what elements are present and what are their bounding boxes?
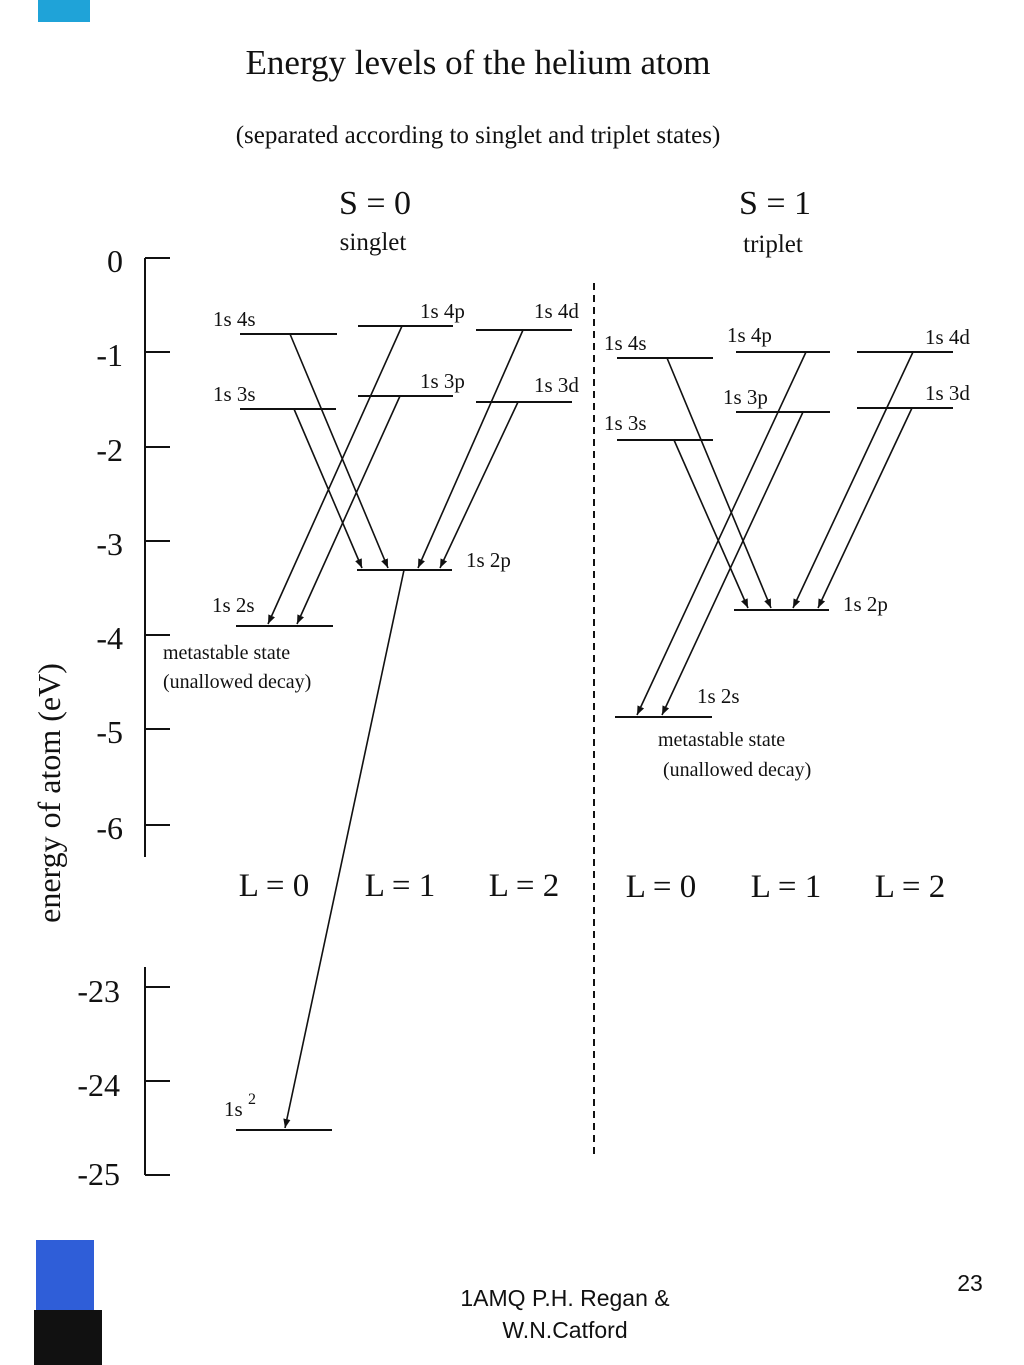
singlet-unallowed-note: (unallowed decay) (163, 671, 311, 693)
level-label: 1s 2p (466, 548, 511, 572)
diagram-title: Energy levels of the helium atom (246, 43, 711, 82)
level-label: 1s 4s (213, 307, 256, 331)
triplet-l1-label: L = 1 (751, 869, 822, 905)
triplet-spin-label: S = 1 (739, 185, 811, 222)
footer-credit-line1: 1AMQ P.H. Regan & (460, 1285, 670, 1311)
level-label: 1s 4p (420, 299, 465, 323)
triplet-levels (615, 351, 953, 718)
transition-arrow (289, 333, 389, 569)
y-tick-label: -6 (96, 810, 123, 846)
transition-arrow (636, 351, 807, 716)
triplet-transitions (636, 351, 914, 716)
transition-arrow (673, 439, 749, 609)
level-label: 1s 3s (604, 411, 647, 435)
level-label: 1s 3p (420, 369, 465, 393)
diagram-subtitle: (separated according to singlet and trip… (236, 122, 721, 149)
level-label: 1s 3s (213, 382, 256, 406)
y-tick-label: -5 (96, 714, 123, 750)
triplet-unallowed-note: (unallowed decay) (663, 759, 811, 781)
footer-credit: 1AMQ P.H. Regan & W.N.Catford (400, 1282, 730, 1346)
singlet-transitions (267, 325, 524, 1129)
triplet-l2-label: L = 2 (875, 869, 946, 905)
triplet-metastable-note: metastable state (658, 729, 785, 751)
transition-arrow (296, 395, 401, 625)
y-axis-label: energy of atom (eV) (31, 663, 67, 923)
y-tick-label: -4 (96, 620, 123, 656)
page-number: 23 (957, 1270, 983, 1296)
level-label: 1s 2p (843, 592, 888, 616)
y-tick-label: -2 (96, 432, 123, 468)
transition-arrow (283, 569, 405, 1129)
level-label: 1s 2s (212, 593, 255, 617)
transition-arrow (439, 401, 519, 569)
y-tick-label: -3 (96, 526, 123, 562)
y-tick-label: -24 (77, 1067, 120, 1103)
singlet-l2-label: L = 2 (489, 868, 560, 904)
slide-ribbon-bottom-blue (36, 1240, 94, 1310)
y-axis-tick-labels: 0 -1 -2 -3 -4 -5 -6 -23 -24 -25 (77, 243, 123, 1192)
slide-ribbon-bottom-black (34, 1310, 102, 1365)
singlet-metastable-note: metastable state (163, 642, 290, 664)
singlet-spin-label: S = 0 (339, 185, 411, 222)
transition-arrow (267, 325, 403, 625)
level-label: 1s (224, 1097, 243, 1121)
transition-arrow (293, 408, 363, 569)
transition-arrow (666, 357, 772, 609)
slide-ribbon-top (38, 0, 90, 22)
singlet-levels (236, 325, 572, 1131)
footer-credit-line2: W.N.Catford (502, 1317, 628, 1343)
y-axis (144, 257, 170, 1176)
level-label: 1s 4d (534, 299, 579, 323)
singlet-name-label: singlet (340, 229, 407, 256)
singlet-l0-label: L = 0 (239, 868, 310, 904)
transition-arrow (661, 411, 804, 716)
y-tick-label: -23 (77, 973, 120, 1009)
y-tick-label: 0 (107, 243, 123, 279)
transition-arrow (817, 407, 913, 609)
level-label: 1s 3p (723, 385, 768, 409)
y-tick-label: -25 (77, 1156, 120, 1192)
level-label-superscript: 2 (248, 1091, 256, 1108)
singlet-l1-label: L = 1 (365, 868, 436, 904)
y-tick-label: -1 (96, 337, 123, 373)
triplet-name-label: triplet (743, 231, 803, 258)
level-label: 1s 3d (534, 373, 579, 397)
level-label: 1s 4s (604, 331, 647, 355)
level-label: 1s 4p (727, 323, 772, 347)
level-label: 1s 3d (925, 381, 970, 405)
transition-arrow (417, 329, 524, 569)
triplet-l0-label: L = 0 (626, 869, 697, 905)
transition-arrow (792, 351, 914, 609)
level-label: 1s 2s (697, 684, 740, 708)
level-label: 1s 4d (925, 325, 970, 349)
